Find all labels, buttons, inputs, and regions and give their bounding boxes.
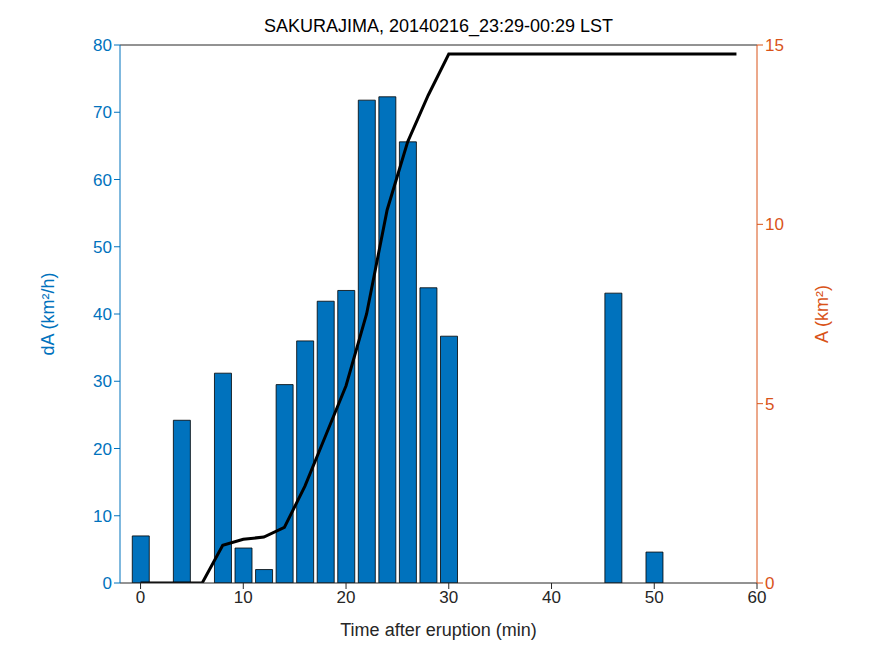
- svg-text:Time after eruption (min): Time after eruption (min): [340, 620, 536, 640]
- svg-text:50: 50: [93, 238, 112, 257]
- svg-text:dA (km²/h): dA (km²/h): [38, 272, 58, 355]
- svg-text:20: 20: [337, 588, 356, 607]
- svg-text:0: 0: [103, 574, 112, 593]
- svg-text:0: 0: [136, 588, 145, 607]
- svg-text:80: 80: [93, 36, 112, 55]
- svg-text:40: 40: [542, 588, 561, 607]
- svg-text:30: 30: [93, 372, 112, 391]
- html-text:SAKURAJIMA, 20140216_23:29-00:: SAKURAJIMA, 20140216_23:29-00:29 LST: [263, 16, 614, 36]
- svg-text:15: 15: [765, 36, 784, 55]
- svg-text:A (km²): A (km²): [812, 285, 832, 343]
- svg-text:5: 5: [765, 395, 774, 414]
- svg-text:60: 60: [93, 171, 112, 190]
- svg-text:10: 10: [93, 507, 112, 526]
- svg-text:60: 60: [748, 588, 767, 607]
- svg-text:50: 50: [645, 588, 664, 607]
- svg-text:20: 20: [93, 440, 112, 459]
- svg-text:70: 70: [93, 103, 112, 122]
- svg-text:10: 10: [234, 588, 253, 607]
- svg-text:10: 10: [765, 215, 784, 234]
- svg-text:0: 0: [765, 574, 774, 593]
- svg-text:30: 30: [439, 588, 458, 607]
- svg-text:40: 40: [93, 305, 112, 324]
